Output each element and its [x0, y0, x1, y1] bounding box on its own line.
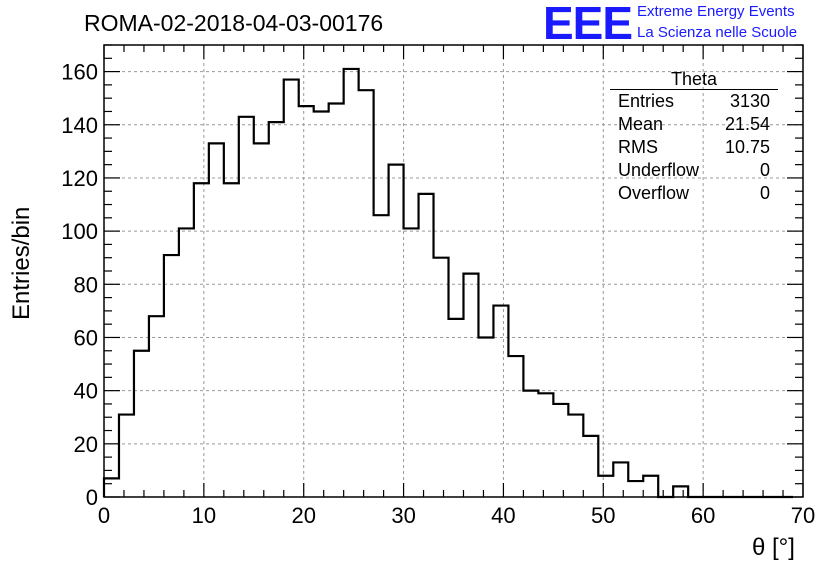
y-tick-label: 20 [74, 432, 98, 457]
histogram-bin [269, 122, 284, 497]
histogram-bin [389, 165, 404, 497]
histogram-bin [463, 274, 478, 497]
x-tick-label: 40 [491, 503, 515, 528]
histogram-bin [239, 117, 254, 497]
histogram-bin [284, 80, 299, 497]
histogram-bin [134, 351, 149, 497]
y-tick-label: 0 [86, 485, 98, 510]
histogram-bin [299, 106, 314, 497]
logo-subtitle-line2: La Scienza nelle Scuole [637, 24, 798, 41]
histogram-bin [538, 393, 553, 497]
stats-row: Underflow 0 [610, 159, 778, 182]
histogram-bin [149, 316, 164, 497]
logo-subtitle-line1: Extreme Energy Events [637, 3, 795, 20]
histogram-bin [478, 337, 493, 497]
y-tick-label: 40 [74, 379, 98, 404]
histogram-bin [523, 391, 538, 497]
histogram-bin [104, 478, 119, 497]
histogram-bin [374, 215, 389, 497]
stats-value: 0 [759, 160, 770, 180]
y-axis-label: Entries/bin [8, 206, 35, 320]
y-tick-label: 80 [74, 272, 98, 297]
x-tick-label: 70 [791, 503, 815, 528]
histogram-bin [179, 228, 194, 497]
stats-value: 21.54 [724, 114, 770, 134]
histogram-bin [628, 481, 643, 497]
histogram-bin [508, 356, 523, 497]
stats-row: Entries 3130 [610, 90, 778, 113]
histogram-bin [119, 415, 134, 497]
stats-value: 3130 [729, 91, 770, 111]
histogram-bin [314, 111, 329, 497]
histogram-bin [568, 415, 583, 497]
histogram-bin [419, 194, 434, 497]
stats-label: Entries [618, 91, 675, 111]
stats-row: Mean 21.54 [610, 113, 778, 136]
x-axis-label: θ [°] [752, 534, 795, 561]
stats-row: RMS 10.75 [610, 136, 778, 159]
stats-label: Overflow [618, 183, 690, 203]
stats-label: RMS [618, 137, 658, 157]
x-tick-label: 0 [98, 503, 110, 528]
histogram-bin [359, 90, 374, 497]
stats-label: Mean [618, 114, 664, 134]
y-tick-label: 60 [74, 325, 98, 350]
stats-value: 0 [759, 183, 770, 203]
stats-label: Underflow [618, 160, 700, 180]
histogram-bin [224, 183, 239, 497]
y-tick-label: 160 [61, 60, 98, 85]
x-tick-label: 20 [291, 503, 315, 528]
stats-row: Overflow 0 [610, 182, 778, 205]
plot-frame [103, 44, 804, 498]
histogram-outline [102, 67, 794, 499]
x-tick-label: 50 [591, 503, 615, 528]
chart-title: ROMA-02-2018-04-03-00176 [84, 10, 384, 36]
eee-logo: EEE [543, 0, 633, 49]
histogram-bin [434, 258, 449, 497]
y-tick-label: 120 [61, 166, 98, 191]
histogram-bin [344, 69, 359, 497]
x-tick-label: 10 [192, 503, 216, 528]
histogram-bin [673, 486, 688, 497]
x-tick-label: 60 [691, 503, 715, 528]
histogram-bin [254, 143, 269, 497]
histogram-bin [404, 228, 419, 497]
stats-box: Theta Entries 3130 Mean 21.54 RMS 10.75 Und… [610, 69, 778, 205]
histogram-bin [164, 255, 179, 497]
stats-box-title: Theta [610, 69, 778, 90]
histogram-bin [493, 306, 508, 497]
y-tick-label: 100 [61, 219, 98, 244]
histogram-bin [613, 462, 628, 497]
histogram-bin [643, 476, 658, 497]
histogram-bin [583, 436, 598, 497]
histogram-bin [598, 476, 613, 497]
histogram-bin [194, 183, 209, 497]
histogram-bin [209, 143, 224, 497]
histogram-bin [553, 404, 568, 497]
y-tick-label: 140 [61, 113, 98, 138]
histogram-bin [449, 319, 464, 497]
x-tick-label: 30 [391, 503, 415, 528]
stats-value: 10.75 [724, 137, 770, 157]
histogram-bin [329, 103, 344, 497]
